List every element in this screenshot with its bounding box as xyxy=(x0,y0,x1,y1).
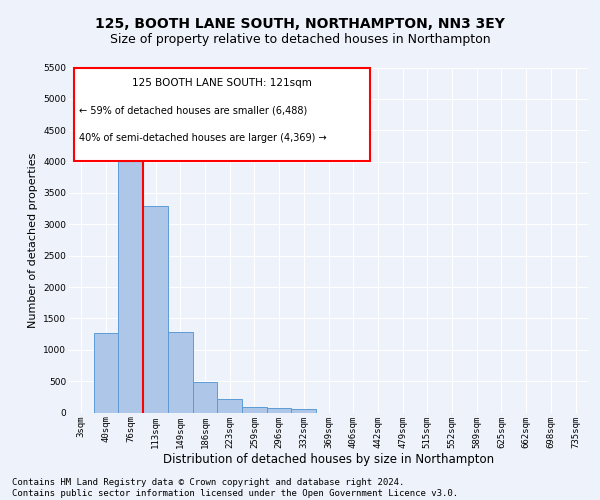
Text: Contains HM Land Registry data © Crown copyright and database right 2024.
Contai: Contains HM Land Registry data © Crown c… xyxy=(12,478,458,498)
Bar xyxy=(193,382,217,412)
Text: 125 BOOTH LANE SOUTH: 121sqm: 125 BOOTH LANE SOUTH: 121sqm xyxy=(132,78,312,88)
Bar xyxy=(242,406,267,412)
Text: 125, BOOTH LANE SOUTH, NORTHAMPTON, NN3 3EY: 125, BOOTH LANE SOUTH, NORTHAMPTON, NN3 … xyxy=(95,18,505,32)
Text: 40% of semi-detached houses are larger (4,369) →: 40% of semi-detached houses are larger (… xyxy=(79,133,327,143)
Text: Size of property relative to detached houses in Northampton: Size of property relative to detached ho… xyxy=(110,32,490,46)
Bar xyxy=(292,409,316,412)
Bar xyxy=(94,333,118,412)
Bar xyxy=(118,140,143,412)
Bar xyxy=(267,408,292,412)
FancyBboxPatch shape xyxy=(74,68,370,160)
X-axis label: Distribution of detached houses by size in Northampton: Distribution of detached houses by size … xyxy=(163,453,494,466)
Text: ← 59% of detached houses are smaller (6,488): ← 59% of detached houses are smaller (6,… xyxy=(79,106,308,116)
Bar xyxy=(217,398,242,412)
Bar xyxy=(143,206,168,412)
Y-axis label: Number of detached properties: Number of detached properties xyxy=(28,152,38,328)
Bar xyxy=(168,332,193,412)
